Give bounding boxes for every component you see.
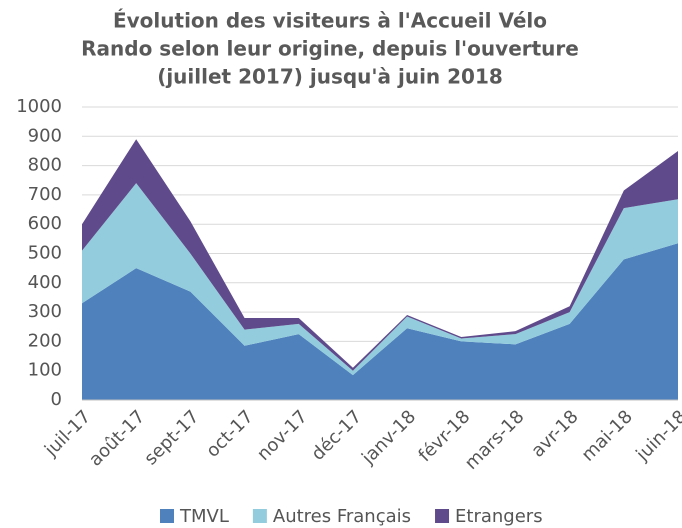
legend-label: TMVL (179, 506, 229, 527)
y-tick-label: 100 (28, 360, 62, 381)
x-tick-label: mars-18 (461, 406, 529, 474)
chart-title: Rando selon leur origine, depuis l'ouver… (81, 37, 579, 61)
x-tick-label: août-17 (85, 406, 149, 470)
y-tick-label: 300 (28, 301, 62, 322)
area (82, 243, 678, 400)
x-tick-label: juin-18 (632, 406, 682, 466)
x-tick-label: oct-17 (202, 406, 257, 461)
y-tick-label: 500 (28, 243, 62, 264)
y-tick-label: 1000 (16, 96, 62, 117)
y-tick-label: 800 (28, 155, 62, 176)
legend-label: Autres Français (273, 506, 411, 527)
y-tick-label: 700 (28, 184, 62, 205)
x-tick-label: mai-18 (578, 406, 637, 465)
legend-swatch (160, 509, 174, 523)
legend-swatch (252, 509, 267, 523)
legend-swatch (435, 509, 450, 523)
x-tick-label: nov-17 (253, 406, 312, 465)
y-tick-label: 600 (28, 213, 62, 234)
x-tick-label: avr-18 (527, 406, 582, 461)
x-tick-label: janv-18 (357, 406, 420, 469)
chart-title: (juillet 2017) jusqu'à juin 2018 (157, 65, 503, 89)
y-tick-label: 0 (51, 389, 62, 410)
y-tick-label: 900 (28, 125, 62, 146)
y-tick-label: 200 (28, 330, 62, 351)
area (82, 183, 678, 376)
area (82, 139, 678, 371)
chart-title: Évolution des visiteurs à l'Accueil Vélo (113, 9, 547, 33)
y-tick-label: 400 (28, 272, 62, 293)
x-tick-label: déc-17 (307, 406, 366, 465)
x-tick-label: sept-17 (140, 406, 203, 469)
legend-label: Etrangers (455, 506, 543, 527)
